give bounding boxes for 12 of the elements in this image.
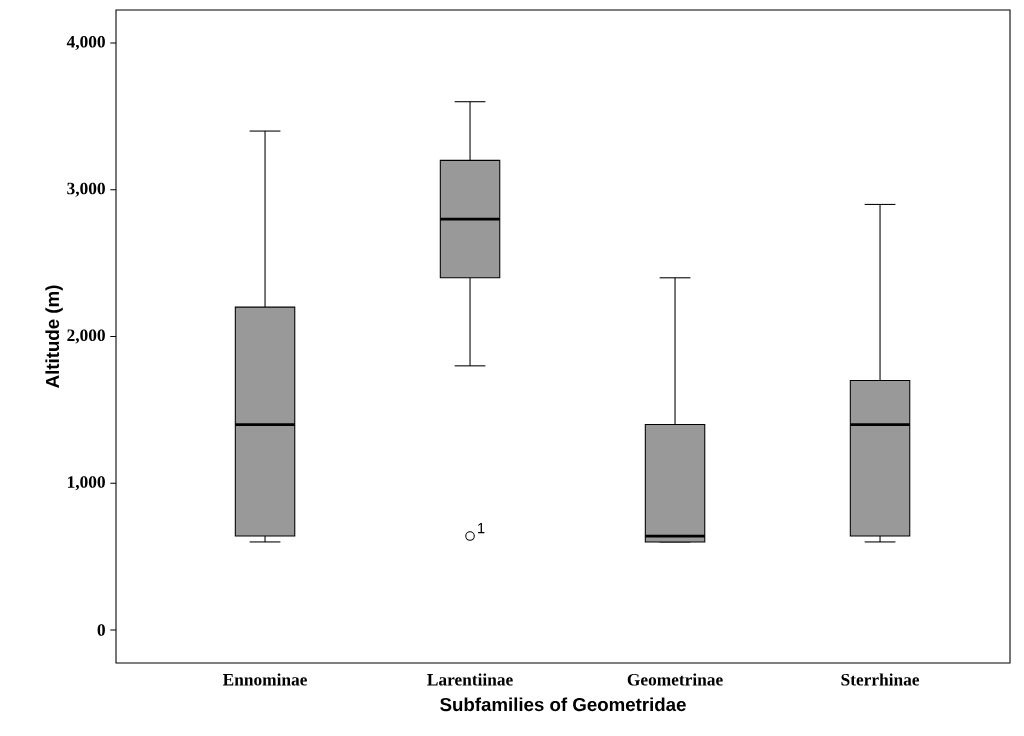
x-tick-label: Geometrinae (627, 673, 723, 686)
x-axis-title: Subfamilies of Geometridae (440, 697, 686, 712)
y-tick-label: 0 (97, 624, 105, 636)
x-tick-label: Larentiinae (427, 673, 513, 686)
x-tick-label: Ennominae (222, 673, 307, 686)
y-tick-label: 2,000 (67, 329, 105, 344)
y-tick-label: 3,000 (67, 182, 105, 197)
x-tick-label: Sterrhinae (841, 673, 920, 686)
y-tick-label: 4,000 (66, 35, 105, 51)
y-tick-label: 1,000 (67, 476, 105, 491)
y-axis-title: Altitude (m) (45, 285, 63, 388)
annotation: 1 (478, 523, 485, 534)
